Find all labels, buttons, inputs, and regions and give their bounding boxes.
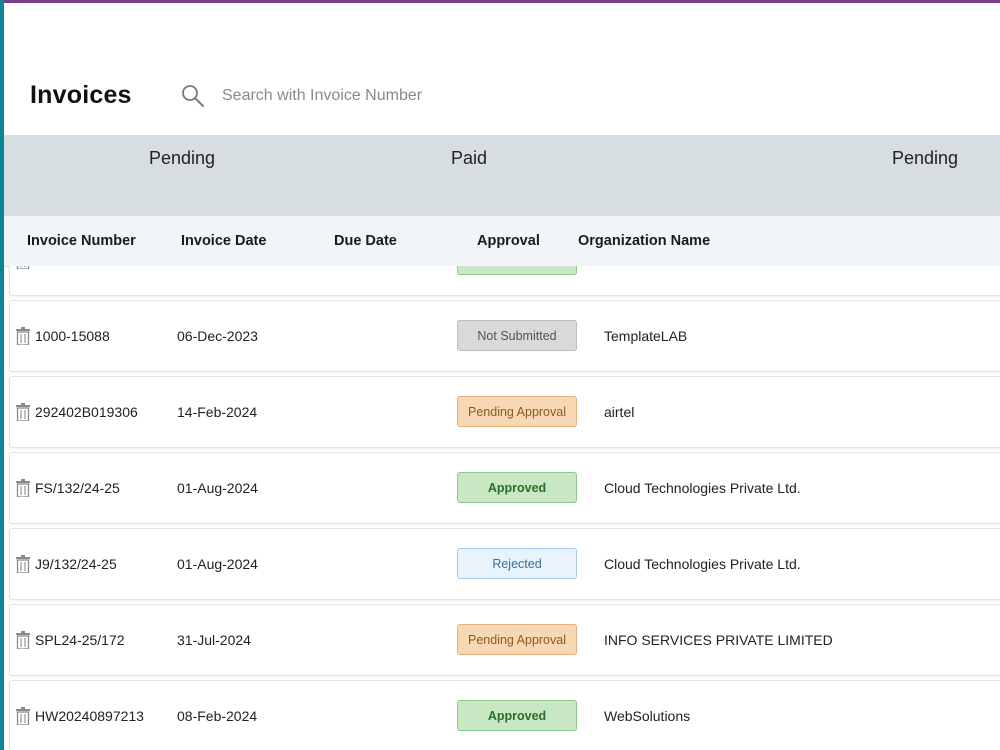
- left-accent-bar: [0, 0, 4, 750]
- column-header-organization-name[interactable]: Organization Name: [578, 233, 711, 249]
- summary-pending-label[interactable]: Pending: [149, 148, 216, 168]
- invoice-number[interactable]: SPL24-25/172: [35, 632, 125, 648]
- organization-name: WebSolutions: [604, 708, 691, 724]
- top-accent-bar: [0, 0, 1000, 3]
- invoice-number[interactable]: 292402B019306: [35, 404, 138, 420]
- column-header-invoice-date[interactable]: Invoice Date: [181, 233, 267, 249]
- invoice-list[interactable]: 1000-15088 06-Dec-2023 Not Submitted Tem…: [4, 266, 1000, 750]
- invoice-date: 01-Aug-2024: [177, 556, 258, 572]
- table-row[interactable]: HW20240897213 08-Feb-2024 Approved WebSo…: [9, 680, 1000, 750]
- trash-icon[interactable]: [16, 479, 30, 497]
- invoice-date: 14-Feb-2024: [177, 404, 258, 420]
- table-row[interactable]: 1000-15088 06-Dec-2023 Not Submitted Tem…: [9, 300, 1000, 372]
- approval-badge[interactable]: Approved: [457, 472, 577, 503]
- summary-pending-label-2[interactable]: Pending: [892, 148, 959, 168]
- page-title: Invoices: [30, 81, 132, 109]
- trash-icon[interactable]: [16, 403, 30, 421]
- trash-icon[interactable]: [16, 327, 30, 345]
- approval-badge[interactable]: Pending Approval: [457, 396, 577, 427]
- invoice-date: 31-Jul-2024: [177, 632, 251, 648]
- search-box[interactable]: [180, 80, 500, 112]
- approval-badge[interactable]: Approved: [457, 700, 577, 731]
- invoice-number[interactable]: HW20240897213: [35, 708, 144, 724]
- table-row[interactable]: 292402B019306 14-Feb-2024 Pending Approv…: [9, 376, 1000, 448]
- invoice-number[interactable]: J9/132/24-25: [35, 556, 117, 572]
- approval-badge[interactable]: Pending Approval: [457, 624, 577, 655]
- organization-name: Cloud Technologies Private Ltd.: [604, 556, 801, 572]
- column-header-invoice-number[interactable]: Invoice Number: [27, 233, 136, 249]
- approval-badge[interactable]: Rejected: [457, 548, 577, 579]
- organization-name: Cloud Technologies Private Ltd.: [604, 480, 801, 496]
- table-header: Invoice Number Invoice Date Due Date App…: [4, 216, 1000, 267]
- invoice-date: 06-Dec-2023: [177, 328, 258, 344]
- invoice-date: 08-Feb-2024: [177, 708, 258, 724]
- summary-paid-label[interactable]: Paid: [451, 148, 488, 168]
- organization-name: INFO SERVICES PRIVATE LIMITED: [604, 632, 833, 648]
- approval-badge[interactable]: Not Submitted: [457, 320, 577, 351]
- organization-name: airtel: [604, 404, 635, 420]
- table-row[interactable]: J9/132/24-25 01-Aug-2024 Rejected Cloud …: [9, 528, 1000, 600]
- organization-name: TemplateLAB: [604, 328, 688, 344]
- trash-icon[interactable]: [16, 631, 30, 649]
- summary-band: Pending Paid Pending: [4, 135, 1000, 216]
- table-row[interactable]: SPL24-25/172 31-Jul-2024 Pending Approva…: [9, 604, 1000, 676]
- approval-badge[interactable]: [457, 266, 577, 275]
- column-header-approval[interactable]: Approval: [477, 233, 540, 249]
- trash-icon[interactable]: [16, 707, 30, 725]
- invoice-number[interactable]: 1000-15088: [35, 328, 110, 344]
- search-input[interactable]: [220, 86, 484, 106]
- trash-icon[interactable]: [16, 266, 30, 269]
- table-row[interactable]: [9, 266, 1000, 296]
- search-icon: [182, 85, 204, 107]
- trash-icon[interactable]: [16, 555, 30, 573]
- table-row[interactable]: FS/132/24-25 01-Aug-2024 Approved Cloud …: [9, 452, 1000, 524]
- invoice-date: 01-Aug-2024: [177, 480, 258, 496]
- column-header-due-date[interactable]: Due Date: [334, 233, 397, 249]
- invoice-number[interactable]: FS/132/24-25: [35, 480, 120, 496]
